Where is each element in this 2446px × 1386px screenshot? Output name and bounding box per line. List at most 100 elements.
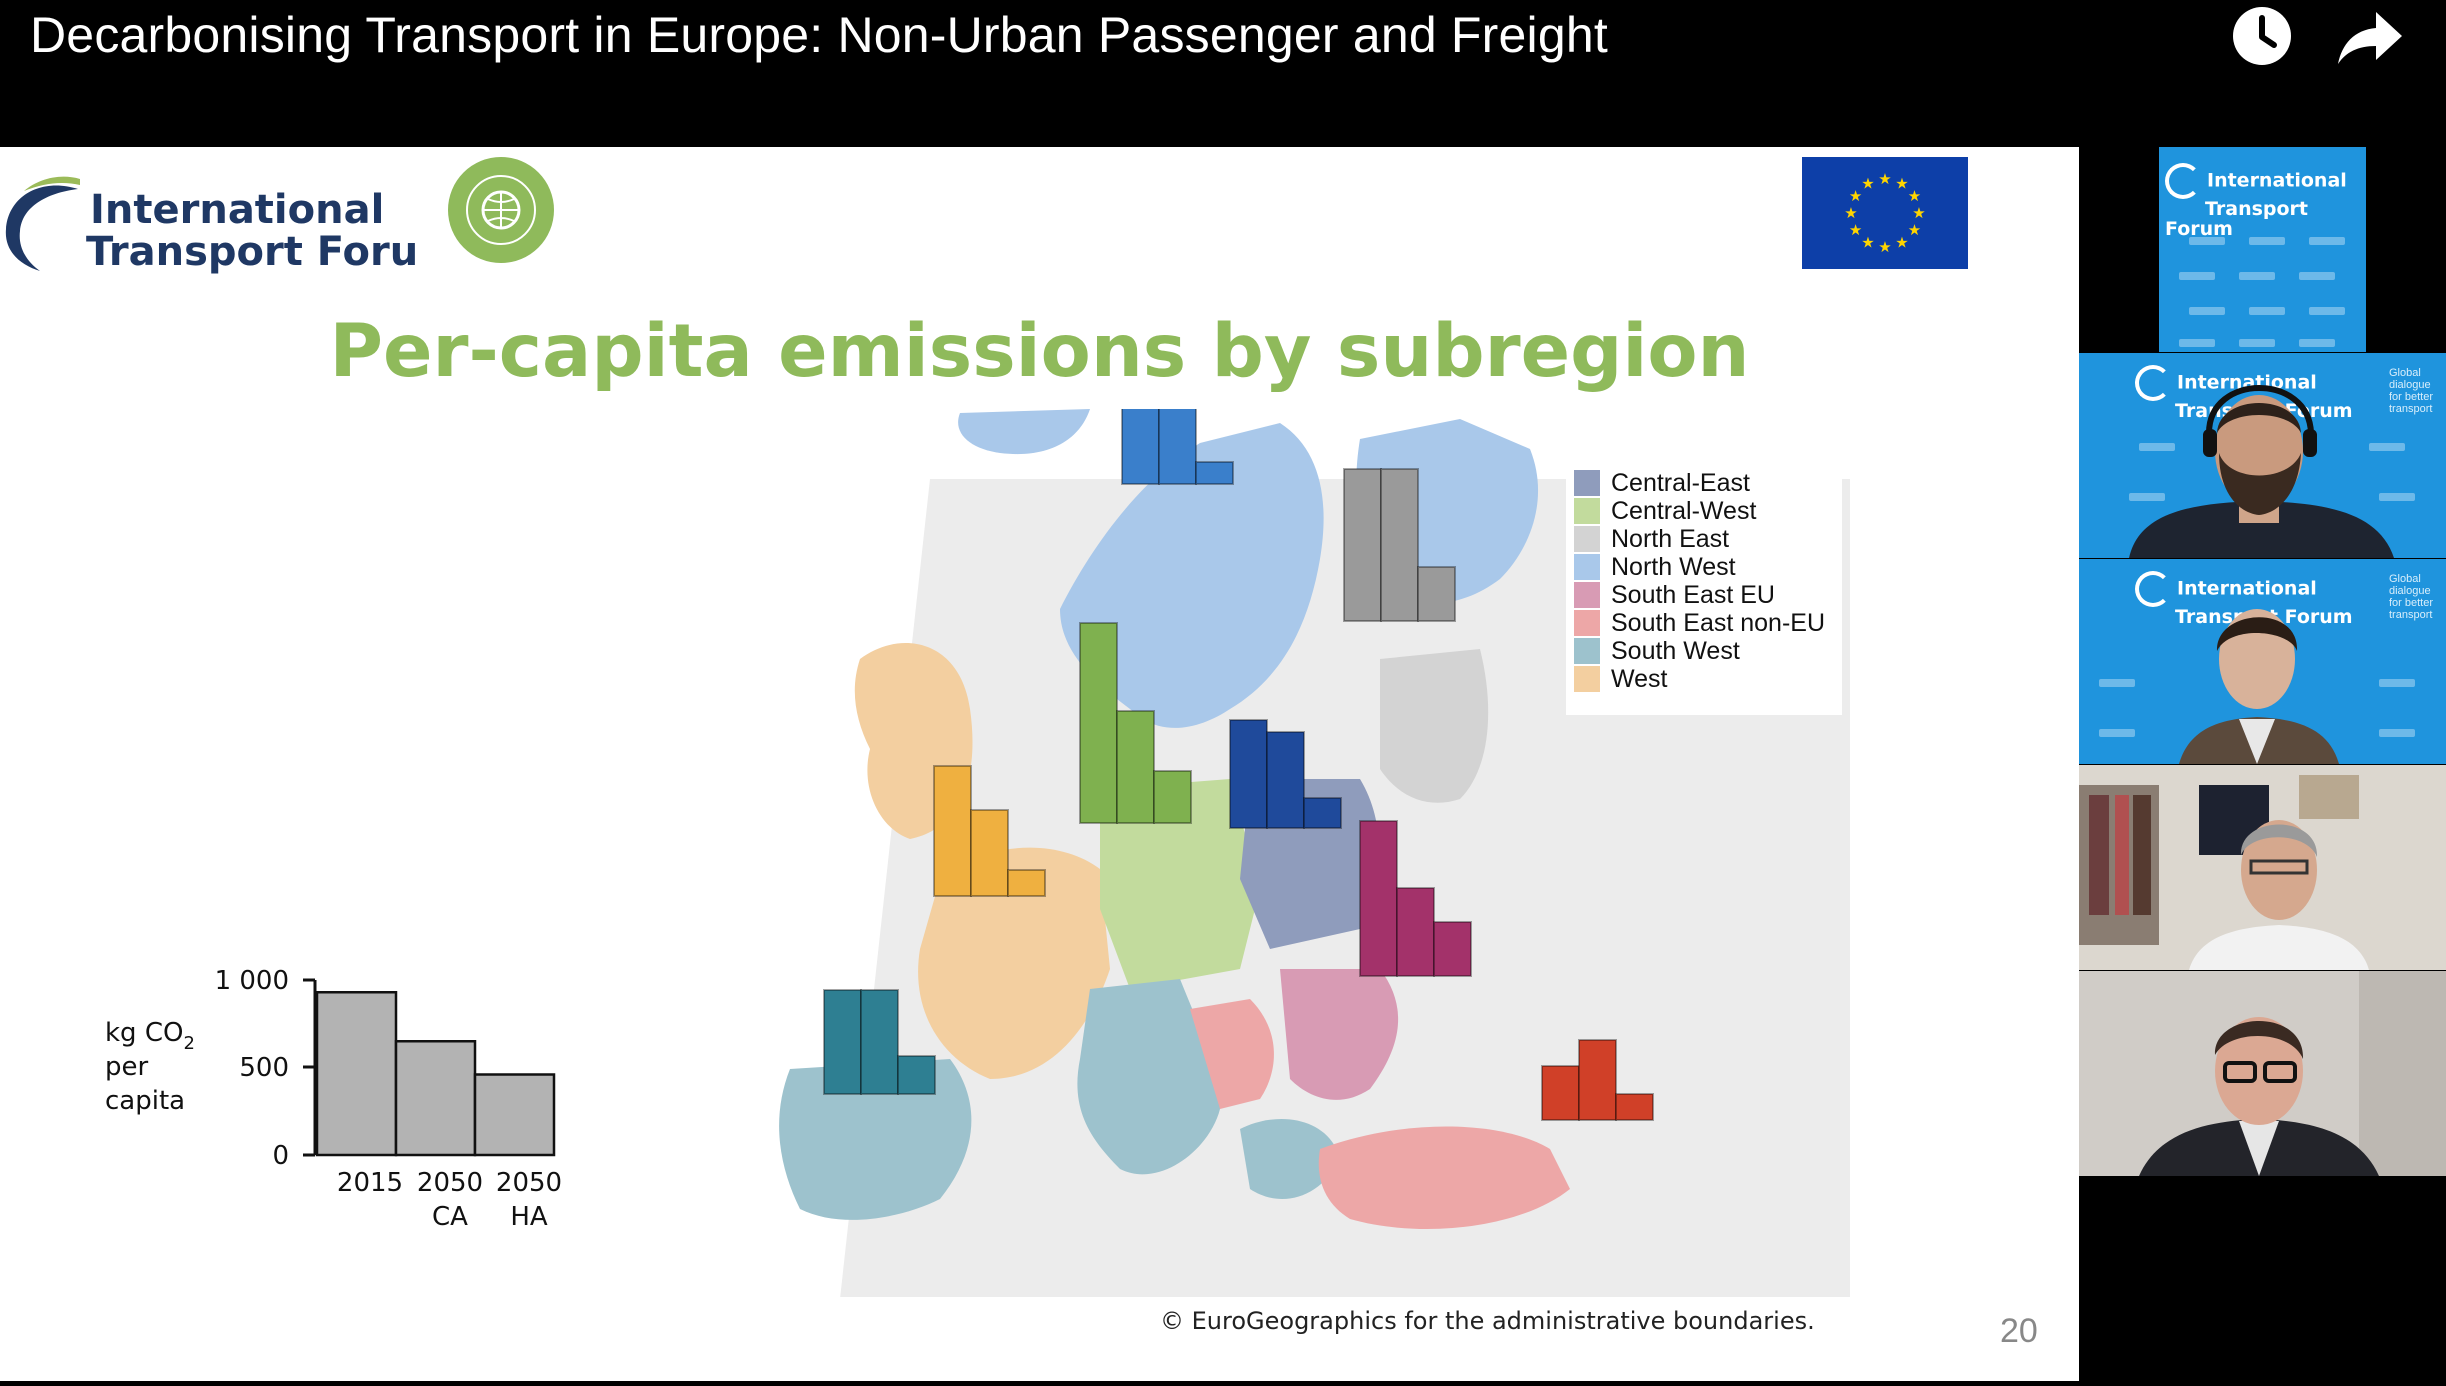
eu-flag: ★★★★★★★★★ ★ ★★ [1802, 157, 1968, 269]
eu-star-icon: ★ [1878, 171, 1891, 188]
subregion-bar-groups [823, 409, 1654, 1121]
copyright-note: © EuroGeographics for the administrative… [1160, 1307, 1815, 1335]
map-bars-south-east-eu-bar [1396, 887, 1435, 977]
itf-logo-line1: International [90, 187, 384, 233]
participant-tile-speaker-4[interactable] [2079, 971, 2446, 1176]
map-bars-north-east-bar [1417, 566, 1456, 622]
legend-swatch [1574, 610, 1600, 636]
map-bars-central-east-bar [1266, 731, 1305, 829]
region-north-west-scandinavia [1060, 423, 1324, 728]
inset-bar [315, 991, 398, 1157]
legend-label: North East [1611, 524, 1730, 553]
map-bars-north-east-bar [1343, 468, 1382, 622]
eu-star-icon: ★ [1895, 234, 1908, 251]
eu-star-icon: ★ [1861, 234, 1874, 251]
legend-item: South East EU [1574, 581, 1775, 609]
legend-swatch [1574, 582, 1600, 608]
legend-label: South East EU [1611, 580, 1775, 609]
map-legend: Central-East Central-West North East Nor… [1566, 461, 1842, 715]
slide-page-number: 20 [2000, 1312, 2038, 1350]
presentation-slide: International Transport Forum ★★★★★★★★★★… [0, 147, 2079, 1381]
region-balkans [1190, 999, 1274, 1109]
inset-ytick-label: 0 [272, 1141, 289, 1171]
region-central-west [1100, 779, 1260, 989]
participant-video-feed [2129, 385, 2394, 558]
region-iberia [779, 1059, 972, 1220]
participant-tile-speaker-2[interactable]: International Transport Forum Global dialo… [2079, 559, 2446, 764]
inset-ytick-label: 500 [239, 1053, 289, 1083]
inset-ylabel-line2: per [105, 1052, 149, 1082]
participant-video-feed [2079, 971, 2446, 1176]
legend-item: West [1574, 665, 1668, 693]
legend-label: West [1611, 664, 1668, 693]
inset-ylabel-line3: capita [105, 1086, 185, 1116]
map-bars-south-east-non-eu-bar [1578, 1039, 1617, 1121]
map-bars-west-bar [933, 765, 972, 897]
legend-item: Central-East [1574, 469, 1750, 497]
map-bars-central-west-bar [1116, 710, 1155, 824]
inset-bar-chart: kg CO2 per capita 1 000 500 0 2015 2050 … [105, 966, 562, 1232]
legend-label: Central-East [1611, 468, 1750, 497]
inset-bar [394, 1040, 477, 1157]
map-bars-central-east-bar [1303, 797, 1342, 829]
map-bars-central-west-bar [1153, 770, 1192, 824]
eu-star-icon: ★ [1861, 176, 1874, 193]
inset-xtick-label: 2050 [496, 1168, 562, 1198]
map-bars-north-west-bar [1158, 409, 1197, 485]
map-bars-south-east-eu-bar [1359, 820, 1398, 977]
inset-xtick-label: 2050 [417, 1168, 483, 1198]
participant-strip: International Transport Forum Internation… [2079, 147, 2446, 1386]
map-bars-north-west-bar [1121, 409, 1160, 485]
tile-itf-logo: International Transport Forum [2165, 163, 2366, 239]
eu-star-icon: ★ [1908, 222, 1921, 239]
tile-tagline: Global dialogue for better transport [2389, 573, 2434, 621]
legend-item: South East non-EU [1574, 609, 1825, 637]
inset-xtick-label: 2015 [337, 1168, 403, 1198]
map-bars-central-west-bar [1079, 622, 1118, 824]
video-top-bar [0, 0, 2446, 147]
europe-map [760, 409, 1860, 1297]
legend-label: South West [1611, 636, 1740, 665]
map-bars-south-west-bar [823, 989, 862, 1095]
region-italy [1077, 979, 1220, 1175]
participant-tile-speaker-3[interactable] [2079, 765, 2446, 970]
participant-video-feed [2079, 765, 2446, 970]
legend-swatch [1574, 666, 1600, 692]
participant-tile-speaker-1[interactable]: International Transport Forum Global dialo… [2079, 353, 2446, 558]
itf-logo: International Transport Forum [5, 176, 420, 275]
legend-swatch [1574, 526, 1600, 552]
share-arrow-icon[interactable] [2336, 6, 2404, 68]
tile-tagline: Global dialogue for better transport [2389, 367, 2434, 415]
legend-item: Central-West [1574, 497, 1756, 525]
legend-item: North West [1574, 553, 1736, 581]
eu-star-icon: ★ [1849, 188, 1862, 205]
participant-video-feed [2179, 609, 2339, 764]
legend-swatch [1574, 498, 1600, 524]
clock-icon[interactable] [2230, 4, 2294, 68]
legend-label: North West [1611, 552, 1736, 581]
eu-star-icon: ★ [1878, 239, 1891, 256]
itf-logo-line2: Transport Forum [86, 229, 420, 275]
region-west-france [918, 847, 1110, 1079]
legend-label: South East non-EU [1611, 608, 1826, 637]
slide-title: Per-capita emissions by subregion [329, 309, 1750, 394]
map-bars-west-bar [1007, 869, 1046, 897]
inset-xtick-label-2: HA [510, 1202, 548, 1232]
video-title: Decarbonising Transport in Europe: Non-U… [30, 7, 1608, 63]
decarbonising-transport-initiative-logo [448, 157, 554, 263]
legend-swatch [1574, 638, 1600, 664]
eu-star-icon: ★ [1844, 205, 1857, 222]
legend-swatch [1574, 554, 1600, 580]
region-iceland [958, 409, 1090, 455]
participant-tile-logo[interactable]: International Transport Forum [2159, 147, 2366, 352]
map-bars-west-bar [970, 809, 1009, 897]
region-south-east-eu [1280, 969, 1399, 1100]
inset-xtick-label-2: CA [432, 1202, 468, 1232]
eu-star-icon: ★ [1849, 222, 1862, 239]
region-greece [1240, 1119, 1340, 1199]
legend-item: South West [1574, 637, 1740, 665]
region-turkey [1318, 1126, 1570, 1229]
eu-star-icon: ★ [1895, 176, 1908, 193]
inset-ytick-label: 1 000 [215, 966, 289, 996]
map-bars-south-east-eu-bar [1433, 921, 1472, 977]
